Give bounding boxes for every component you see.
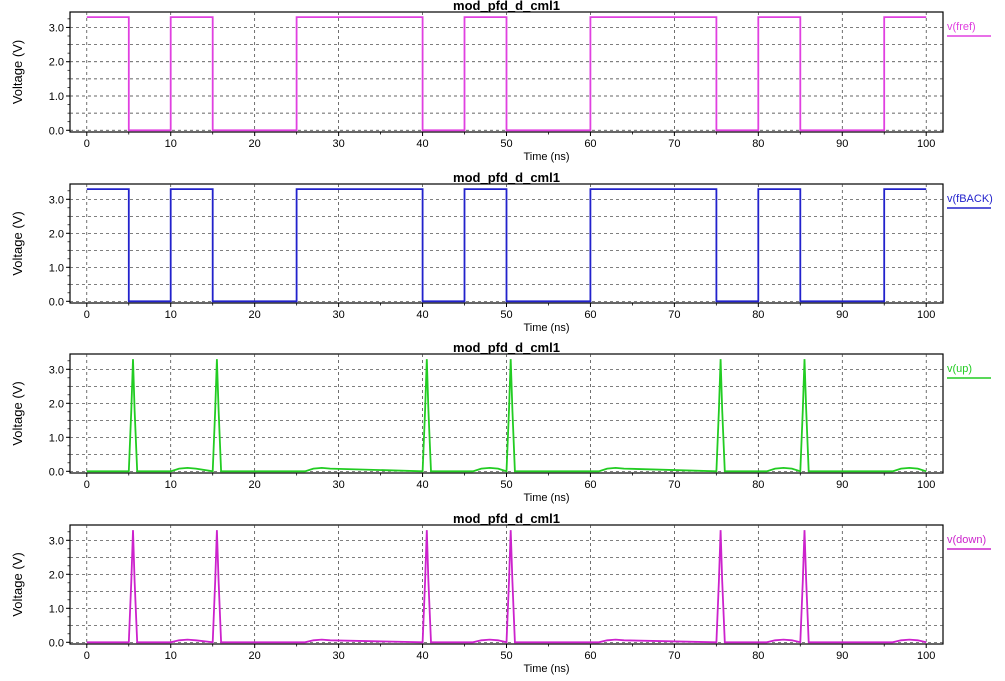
x-tick-label: 30: [332, 650, 344, 662]
y-tick-label: 1.0: [49, 432, 64, 444]
x-tick-label: 70: [668, 138, 680, 150]
x-tick-label: 10: [165, 650, 177, 662]
x-tick-label: 10: [165, 138, 177, 150]
series-line-vdown: [86, 530, 927, 644]
x-tick-label: 50: [500, 479, 512, 491]
x-tick-label: 90: [836, 138, 848, 150]
y-tick-label: 0.0: [49, 466, 64, 478]
x-tick-label: 40: [416, 309, 428, 321]
x-tick-label: 20: [249, 309, 261, 321]
x-tick-label: 80: [752, 309, 764, 321]
y-tick-label: 1.0: [49, 91, 64, 103]
x-tick-label: 0: [84, 138, 90, 150]
x-tick-label: 60: [584, 650, 596, 662]
x-tick-label: 90: [836, 650, 848, 662]
x-tick-label: 100: [917, 138, 935, 150]
y-axis-label: Voltage (V): [10, 211, 25, 275]
x-axis-label: Time (ns): [523, 663, 569, 675]
x-tick-label: 100: [917, 309, 935, 321]
x-tick-label: 50: [500, 650, 512, 662]
y-tick-label: 3.0: [49, 535, 64, 547]
chart-panel-1: 0 10 20 30 40 50 60 70 80 90 100 0.0 1.0 2.0 3.0 mod_pf…: [10, 0, 991, 163]
x-axis-label: Time (ns): [523, 322, 569, 334]
x-tick-label: 80: [752, 650, 764, 662]
x-tick-label: 40: [416, 479, 428, 491]
x-tick-label: 30: [332, 479, 344, 491]
legend-label: v(fBACK): [947, 193, 993, 205]
y-axis-label: Voltage (V): [10, 40, 25, 104]
y-tick-label: 2.0: [49, 57, 64, 69]
y-tick-label: 0.0: [49, 637, 64, 649]
x-tick-label: 70: [668, 309, 680, 321]
y-tick-label: 2.0: [49, 398, 64, 410]
x-tick-label: 90: [836, 309, 848, 321]
x-tick-label: 0: [84, 650, 90, 662]
y-axis-label: Voltage (V): [10, 381, 25, 445]
x-tick-label: 20: [249, 138, 261, 150]
y-tick-label: 0.0: [49, 296, 64, 308]
chart-panel-4: 0 10 20 30 40 50 60 70 80 90 100 0.0 1.0 2.0 3.0 mod_pf…: [10, 511, 991, 675]
series-line-vfback: [86, 188, 927, 303]
y-tick-label: 0.0: [49, 125, 64, 137]
y-tick-label: 3.0: [49, 22, 64, 34]
x-tick-label: 50: [500, 309, 512, 321]
y-tick-label: 3.0: [49, 364, 64, 376]
x-tick-label: 20: [249, 650, 261, 662]
x-tick-label: 60: [584, 479, 596, 491]
legend-label: v(down): [947, 534, 986, 546]
x-axis-label: Time (ns): [523, 151, 569, 163]
y-tick-label: 2.0: [49, 228, 64, 240]
x-tick-label: 100: [917, 479, 935, 491]
x-tick-label: 40: [416, 650, 428, 662]
x-tick-label: 40: [416, 138, 428, 150]
legend-label: v(fref): [947, 21, 976, 33]
y-tick-label: 1.0: [49, 262, 64, 274]
x-tick-label: 60: [584, 138, 596, 150]
x-tick-label: 10: [165, 309, 177, 321]
x-axis-label: Time (ns): [523, 492, 569, 504]
y-tick-label: 1.0: [49, 603, 64, 615]
chart-panel-2: 0 10 20 30 40 50 60 70 80 90 100 0.0 1.0 2.0 3.0 mod_pf…: [10, 170, 993, 334]
x-tick-label: 80: [752, 479, 764, 491]
series-line-vup: [86, 359, 927, 473]
x-tick-label: 70: [668, 479, 680, 491]
x-tick-label: 30: [332, 309, 344, 321]
chart-title: mod_pfd_d_cml1: [453, 170, 560, 185]
chart-title: mod_pfd_d_cml1: [453, 0, 560, 13]
x-tick-label: 60: [584, 309, 596, 321]
y-axis-label: Voltage (V): [10, 552, 25, 616]
series-line-vfref: [86, 16, 927, 132]
x-tick-label: 20: [249, 479, 261, 491]
y-tick-label: 3.0: [49, 194, 64, 206]
y-tick-label: 2.0: [49, 569, 64, 581]
x-tick-label: 80: [752, 138, 764, 150]
x-tick-label: 10: [165, 479, 177, 491]
legend-label: v(up): [947, 363, 972, 375]
chart-panel-3: 0 10 20 30 40 50 60 70 80 90 100 0.0 1.0 2.0 3.0 mod_pf…: [10, 340, 991, 504]
x-tick-label: 70: [668, 650, 680, 662]
chart-title: mod_pfd_d_cml1: [453, 511, 560, 526]
x-tick-label: 30: [332, 138, 344, 150]
x-tick-label: 90: [836, 479, 848, 491]
x-tick-label: 0: [84, 479, 90, 491]
x-tick-label: 50: [500, 138, 512, 150]
x-tick-label: 0: [84, 309, 90, 321]
x-tick-label: 100: [917, 650, 935, 662]
chart-title: mod_pfd_d_cml1: [453, 340, 560, 355]
